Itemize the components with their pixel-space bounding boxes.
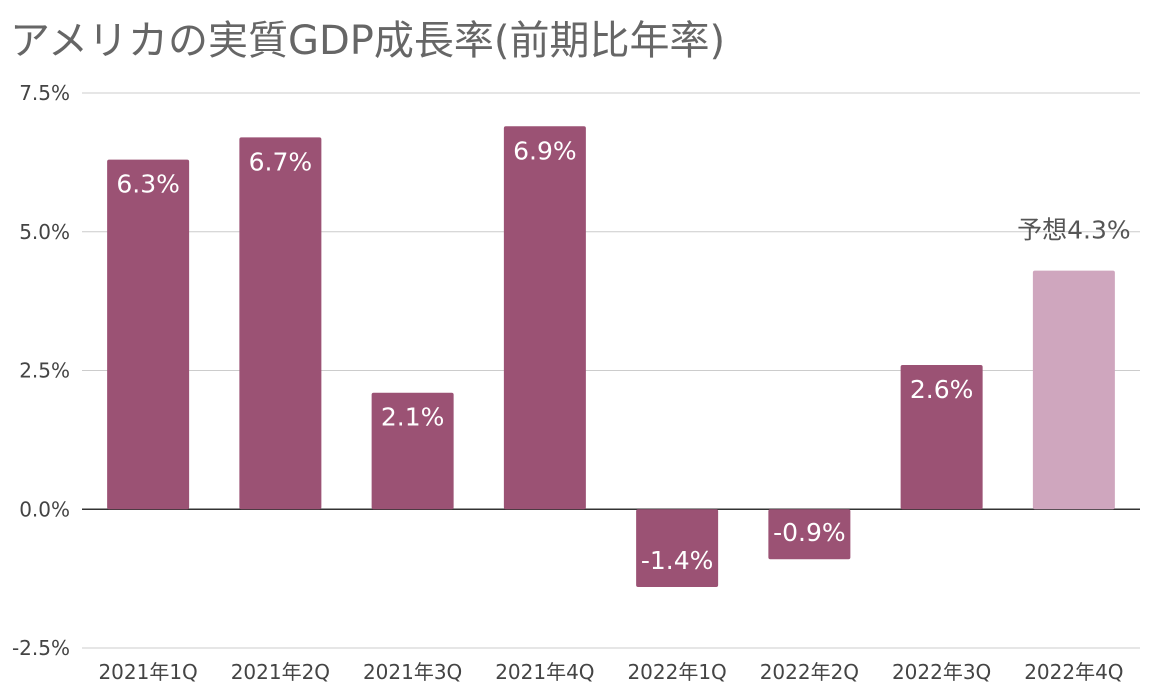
data-label: 2.1% — [381, 403, 445, 432]
data-label: 予想4.3% — [1017, 216, 1131, 245]
y-tick-label: 5.0% — [19, 220, 70, 244]
x-tick-label: 2022年1Q — [627, 660, 726, 684]
x-tick-label: 2021年1Q — [98, 660, 197, 684]
data-labels: 6.3% 6.7% 2.1% 6.9% -1.4% -0.9% 2.6% 予想4.3% — [116, 136, 1130, 575]
bar — [239, 137, 322, 510]
x-tick-label: 2022年3Q — [892, 660, 991, 684]
x-tick-label: 2021年4Q — [495, 660, 594, 684]
x-tick-label: 2022年4Q — [1024, 660, 1123, 684]
bars — [107, 126, 1115, 587]
y-tick-label: -2.5% — [12, 636, 70, 660]
x-tick-label: 2021年2Q — [231, 660, 330, 684]
data-label: 2.6% — [910, 375, 974, 404]
data-label: 6.3% — [116, 170, 180, 199]
y-tick-label: 2.5% — [19, 359, 70, 383]
data-label: -1.4% — [641, 546, 714, 575]
bar — [768, 509, 851, 560]
x-tick-label: 2022年2Q — [760, 660, 859, 684]
bar — [107, 159, 190, 510]
chart-title: アメリカの実質GDP成長率(前期比年率) — [10, 18, 726, 64]
data-label: -0.9% — [773, 518, 846, 547]
bar — [1032, 270, 1115, 510]
y-tick-label: 7.5% — [19, 81, 70, 105]
bar — [636, 509, 719, 587]
data-label: 6.7% — [249, 147, 313, 176]
y-axis-ticks: 7.5% 5.0% 2.5% 0.0% -2.5% — [12, 81, 70, 660]
bar — [900, 364, 983, 510]
y-tick-label: 0.0% — [19, 497, 70, 521]
x-tick-label: 2021年3Q — [363, 660, 462, 684]
x-axis-ticks: 2021年1Q 2021年2Q 2021年3Q 2021年4Q 2022年1Q 2022年… — [98, 660, 1123, 684]
data-label: 6.9% — [513, 136, 577, 165]
bar — [503, 126, 586, 510]
bar — [371, 392, 454, 510]
